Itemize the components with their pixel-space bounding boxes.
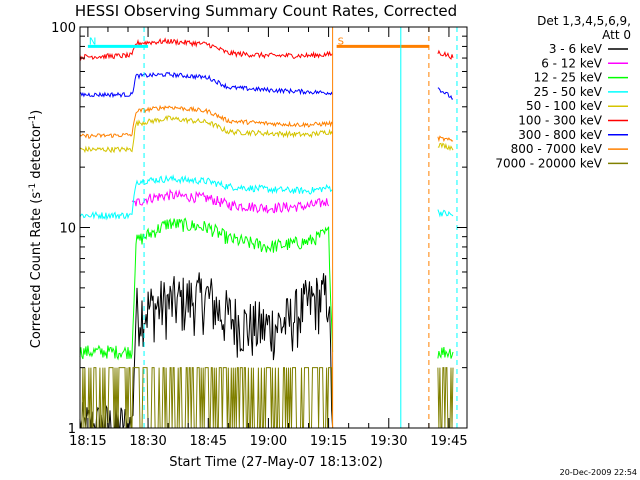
legend-label: 800 - 7000 keV — [511, 142, 603, 156]
x-tick-label: 19:00 — [250, 434, 287, 449]
legend-label: 12 - 25 keV — [534, 71, 603, 85]
y-tick-label: 10 — [59, 222, 76, 237]
chart-title: HESSI Observing Summary Count Rates, Cor… — [75, 2, 457, 20]
series-line-300-800-kev — [79, 71, 454, 100]
legend-label: 100 - 300 keV — [518, 114, 602, 128]
x-tick-label: 19:15 — [310, 434, 347, 449]
flag-label-n: N — [89, 36, 96, 47]
legend-label: 6 - 12 keV — [541, 56, 603, 70]
x-tick-label: 18:15 — [69, 434, 106, 449]
legend-header-line-1: Det 1,3,4,5,6,9, — [537, 14, 631, 28]
series-line-6-12-kev — [131, 188, 330, 214]
series-line-100-300-kev — [79, 37, 454, 61]
legend-label: 25 - 50 keV — [534, 85, 603, 99]
legend-header-line-2: Att 0 — [602, 28, 631, 42]
y-axis-label: Corrected Count Rate (s-1 detector-1) — [28, 110, 44, 348]
plot-area: N S 1 10 100 18:15 18:30 18:45 19:00 19:15 19:30 19… — [51, 21, 468, 449]
y-tick-label: 1 — [68, 422, 76, 437]
series-line-50-100-kev — [79, 115, 454, 154]
timestamp-label: 20-Dec-2009 22:54 — [560, 468, 637, 477]
legend-label: 3 - 6 keV — [549, 42, 603, 56]
series-line-12-25-kev — [79, 217, 454, 361]
y-tick-label: 100 — [51, 21, 76, 36]
x-tick-label: 19:45 — [430, 434, 467, 449]
flag-label-s: S — [338, 36, 344, 47]
x-axis-label: Start Time (27-May-07 18:13:02) — [169, 455, 383, 470]
series-line-25-50-kev — [79, 174, 454, 221]
legend-label: 7000 - 20000 keV — [495, 156, 602, 170]
x-tick-label: 18:45 — [190, 434, 227, 449]
series-line-800-7000-kev — [79, 104, 454, 143]
series-line-3-6-kev — [79, 272, 334, 429]
x-tick-label: 19:30 — [370, 434, 407, 449]
series-line-7000-20000-kev — [79, 367, 454, 429]
legend-label: 50 - 100 keV — [526, 99, 603, 113]
legend-label: 300 - 800 keV — [518, 128, 602, 142]
x-tick-label: 18:30 — [129, 434, 166, 449]
